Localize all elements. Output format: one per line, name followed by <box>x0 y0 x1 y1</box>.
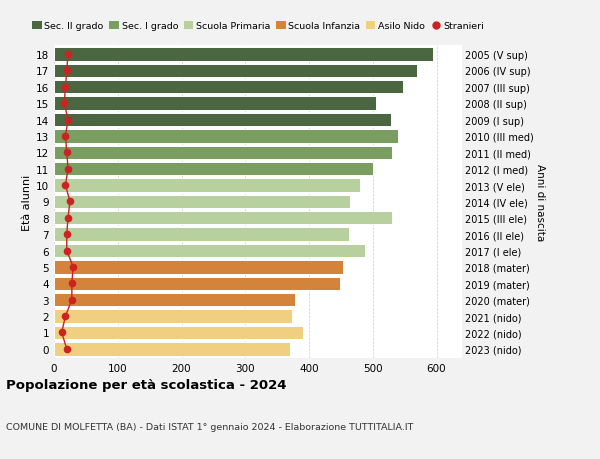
Bar <box>54 97 376 111</box>
Bar <box>54 326 302 339</box>
Bar <box>54 244 365 257</box>
Bar <box>54 81 403 94</box>
Bar <box>54 195 350 209</box>
Bar <box>54 130 398 143</box>
Y-axis label: Anni di nascita: Anni di nascita <box>535 163 545 241</box>
Bar <box>54 65 418 78</box>
Bar <box>54 228 349 241</box>
Bar <box>54 179 360 192</box>
Bar <box>54 310 292 323</box>
Y-axis label: Età alunni: Età alunni <box>22 174 32 230</box>
Bar <box>54 162 373 176</box>
Bar <box>54 342 290 356</box>
Bar <box>54 212 392 225</box>
Legend: Sec. II grado, Sec. I grado, Scuola Primaria, Scuola Infanzia, Asilo Nido, Stran: Sec. II grado, Sec. I grado, Scuola Prim… <box>28 18 488 35</box>
Bar <box>54 261 343 274</box>
Bar <box>54 146 392 160</box>
Bar <box>54 293 295 307</box>
Bar <box>54 48 433 62</box>
Text: COMUNE DI MOLFETTA (BA) - Dati ISTAT 1° gennaio 2024 - Elaborazione TUTTITALIA.I: COMUNE DI MOLFETTA (BA) - Dati ISTAT 1° … <box>6 422 413 431</box>
Bar <box>54 113 391 127</box>
Bar <box>54 277 340 291</box>
Text: Popolazione per età scolastica - 2024: Popolazione per età scolastica - 2024 <box>6 379 287 392</box>
